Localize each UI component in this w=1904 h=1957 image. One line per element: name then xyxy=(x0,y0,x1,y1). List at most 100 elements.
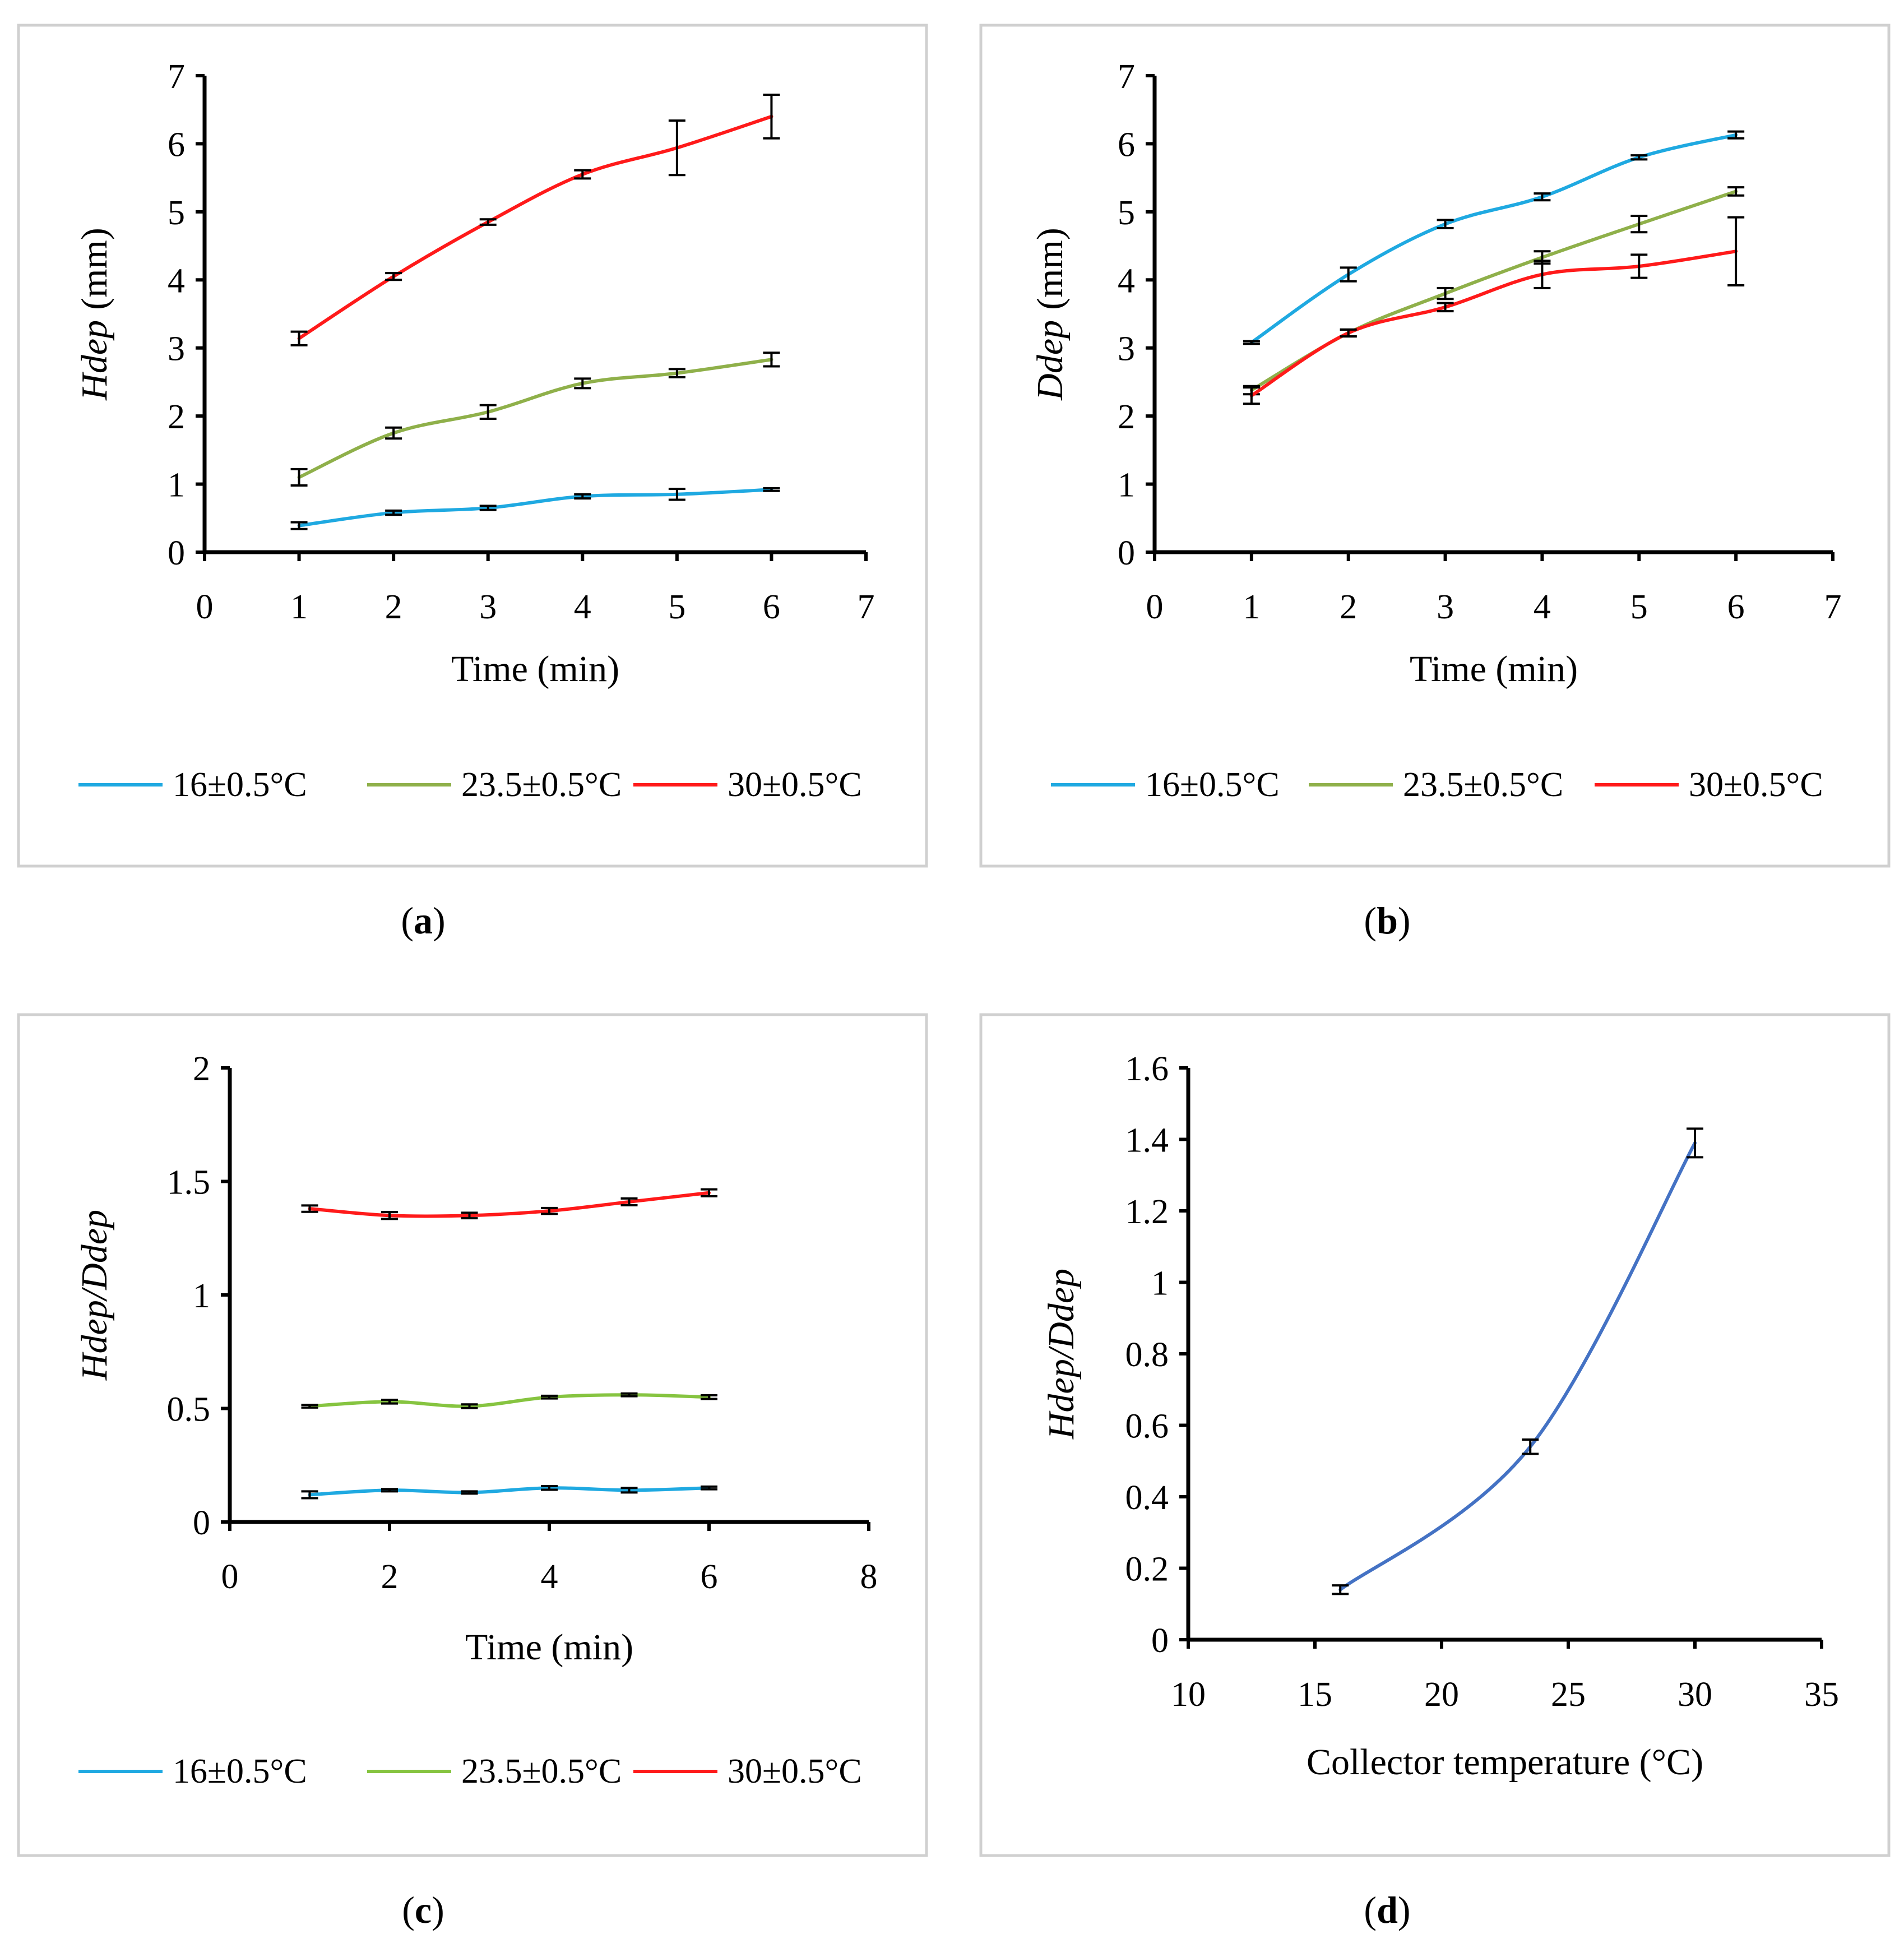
y-axis-label-name: Hdep/Ddep xyxy=(74,1210,115,1381)
series-line xyxy=(308,1191,711,1218)
x-tick-label: 20 xyxy=(1424,1676,1459,1714)
x-tick-label: 10 xyxy=(1171,1676,1206,1714)
x-tick-label: 0 xyxy=(221,1558,239,1596)
series-2 xyxy=(1243,216,1745,405)
y-axis-label-name: Ddep xyxy=(1030,320,1071,401)
caption-open: ( xyxy=(1364,1889,1377,1931)
x-tick-label: 5 xyxy=(668,588,685,626)
series-line xyxy=(297,358,773,479)
series-line xyxy=(1249,133,1738,344)
y-tick-label: 1 xyxy=(168,466,185,505)
panel-caption: (c) xyxy=(402,1889,444,1931)
y-axis-label: Hdep/Ddep xyxy=(1041,1269,1082,1440)
y-tick-label: 1 xyxy=(1118,466,1135,505)
chart-b: 0 1 2 3 4 5 6 7 0 1 2 3 4 5 6 7 Time (min) Ddep (mm) 16±0.5… xyxy=(979,24,1891,942)
y-tick-label: 3 xyxy=(168,330,185,368)
series-2 xyxy=(290,94,780,346)
x-tick-label: 4 xyxy=(1534,588,1551,626)
x-axis-label: Time (min) xyxy=(465,1627,633,1668)
x-tick-label: 15 xyxy=(1298,1676,1332,1714)
series-2 xyxy=(301,1188,717,1220)
y-axis-label-unit: (mm) xyxy=(74,228,115,310)
x-tick-label: 0 xyxy=(196,588,214,626)
series-1 xyxy=(301,1392,717,1409)
y-tick-label: 1.4 xyxy=(1125,1122,1169,1160)
x-axis-label: Time (min) xyxy=(1410,649,1578,690)
x-tick-label: 2 xyxy=(385,588,402,626)
y-tick-label: 0.6 xyxy=(1125,1408,1169,1446)
y-tick-label: 2 xyxy=(193,1050,210,1088)
y-tick-label: 0.4 xyxy=(1125,1479,1169,1517)
y-tick-label: 7 xyxy=(168,58,185,96)
y-tick-label: 5 xyxy=(168,194,185,232)
x-tick-label: 30 xyxy=(1678,1676,1712,1714)
x-tick-label: 6 xyxy=(1727,588,1745,626)
series-line xyxy=(297,114,773,340)
caption-open: ( xyxy=(401,899,414,942)
series-line xyxy=(308,1486,711,1497)
caption-letter: a xyxy=(414,899,433,942)
caption-open: ( xyxy=(1364,899,1377,942)
x-tick-label: 6 xyxy=(763,588,780,626)
x-tick-label: 3 xyxy=(479,588,497,626)
y-tick-label: 3 xyxy=(1118,330,1135,368)
y-tick-label: 5 xyxy=(1118,194,1135,232)
chart-d: 0 0.2 0.4 0.6 0.8 1 1.2 1.4 1.6 10 15 20 25 30 35 Colle… xyxy=(979,1013,1891,1931)
caption-open: ( xyxy=(402,1889,415,1931)
panel-caption: (a) xyxy=(401,899,445,942)
y-tick-label: 1 xyxy=(1151,1265,1169,1303)
y-tick-label: 1 xyxy=(193,1277,210,1315)
y-tick-label: 0.8 xyxy=(1125,1336,1169,1374)
panel-caption: (b) xyxy=(1364,899,1410,942)
caption-letter: c xyxy=(415,1889,432,1931)
series-line xyxy=(1338,1141,1697,1591)
y-tick-label: 0 xyxy=(193,1504,210,1542)
y-axis-label: Hdep/Ddep xyxy=(74,1210,115,1381)
x-tick-label: 3 xyxy=(1437,588,1454,626)
chart-frame xyxy=(979,1013,1891,1857)
chart-frame xyxy=(17,24,928,868)
legend-label: 16±0.5°C xyxy=(173,1752,307,1791)
legend-label: 23.5±0.5°C xyxy=(1403,766,1563,804)
caption-letter: d xyxy=(1377,1889,1398,1931)
y-tick-label: 0 xyxy=(168,534,185,572)
y-tick-label: 2 xyxy=(168,398,185,436)
series-line xyxy=(1249,249,1738,397)
series-line xyxy=(297,488,773,528)
y-tick-label: 6 xyxy=(168,126,185,164)
legend: 16±0.5°C 23.5±0.5°C 30±0.5°C xyxy=(78,766,862,804)
caption-letter: b xyxy=(1377,899,1398,942)
chart-a: 0 1 2 3 4 5 6 7 0 1 2 3 4 5 6 7 Time (min) Hdep (mm) 16±0.5… xyxy=(17,24,928,942)
y-axis-label-name: Hdep/Ddep xyxy=(1041,1269,1082,1440)
x-tick-label: 1 xyxy=(290,588,308,626)
y-tick-label: 0.2 xyxy=(1125,1551,1169,1589)
chart-frame xyxy=(17,1013,928,1857)
x-tick-label: 25 xyxy=(1551,1676,1586,1714)
y-axis-label-name: Hdep xyxy=(74,320,115,401)
chart-c: 0 0.5 1 1.5 2 0 2 4 6 8 Time (min) Hdep/Ddep 16±0.5°… xyxy=(17,1013,928,1931)
y-tick-label: 0 xyxy=(1118,534,1135,572)
panel-caption: (d) xyxy=(1364,1889,1410,1931)
y-tick-label: 0 xyxy=(1151,1622,1169,1660)
y-axis-label: Ddep (mm) xyxy=(1030,228,1071,401)
y-tick-label: 2 xyxy=(1118,398,1135,436)
y-tick-label: 4 xyxy=(1118,262,1135,300)
x-tick-label: 0 xyxy=(1146,588,1164,626)
series-line xyxy=(308,1393,711,1408)
y-tick-label: 1.2 xyxy=(1125,1193,1169,1231)
y-axis-label-unit: (mm) xyxy=(1030,228,1071,310)
legend: 16±0.5°C 23.5±0.5°C 30±0.5°C xyxy=(1051,766,1823,804)
y-tick-label: 4 xyxy=(168,262,185,300)
x-tick-label: 35 xyxy=(1804,1676,1839,1714)
series-0 xyxy=(290,487,780,530)
caption-close: ) xyxy=(1398,899,1411,942)
y-tick-label: 1.6 xyxy=(1125,1050,1169,1088)
x-tick-label: 7 xyxy=(858,588,875,626)
legend-label: 23.5±0.5°C xyxy=(461,1752,622,1791)
y-axis-label: Hdep (mm) xyxy=(74,228,115,401)
caption-close: ) xyxy=(1398,1889,1411,1931)
legend-label: 30±0.5°C xyxy=(1689,766,1823,804)
chart-frame xyxy=(979,24,1891,868)
caption-close: ) xyxy=(433,899,446,942)
legend-label: 30±0.5°C xyxy=(728,766,862,804)
